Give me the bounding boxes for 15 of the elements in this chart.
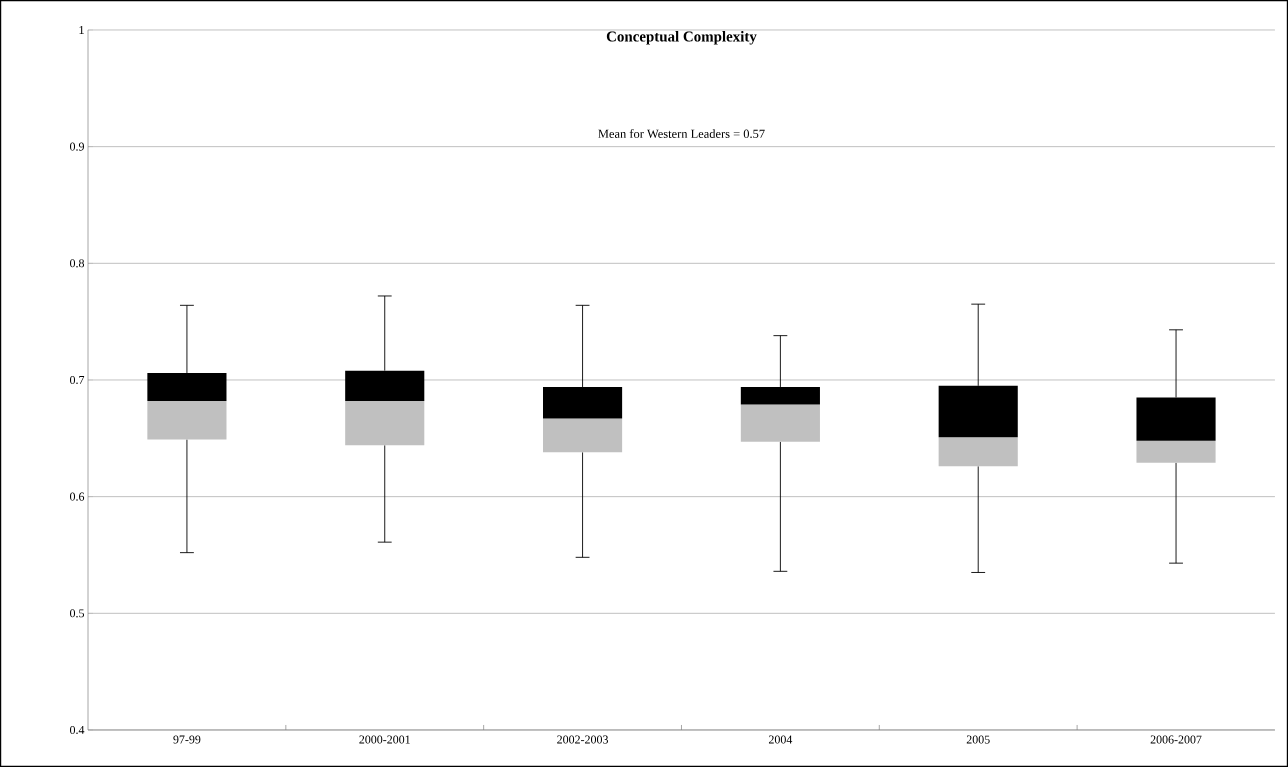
y-tick-label: 0.9 (70, 142, 84, 151)
x-tick-label: 97-99 (173, 735, 201, 744)
annotation: Mean for Western Leaders = 0.57 (598, 129, 765, 139)
x-tick-label: 2006-2007 (1150, 735, 1202, 744)
y-tick-label: 0.7 (70, 375, 85, 385)
x-tick-label: 2005 (966, 735, 990, 744)
x-tick-label: 2002-2003 (557, 735, 608, 744)
y-tick-label: 0.6 (70, 492, 85, 501)
y-tick-label: 0.4 (70, 725, 85, 735)
chart-title: Conceptual Complexity (606, 31, 757, 45)
y-tick-label: 0.8 (70, 259, 85, 268)
y-tick-label: 0.5 (70, 609, 85, 618)
x-tick-label: 2000-2001 (359, 735, 410, 744)
y-tick-label: 1 (79, 26, 84, 34)
x-tick-label: 2004 (768, 735, 793, 744)
